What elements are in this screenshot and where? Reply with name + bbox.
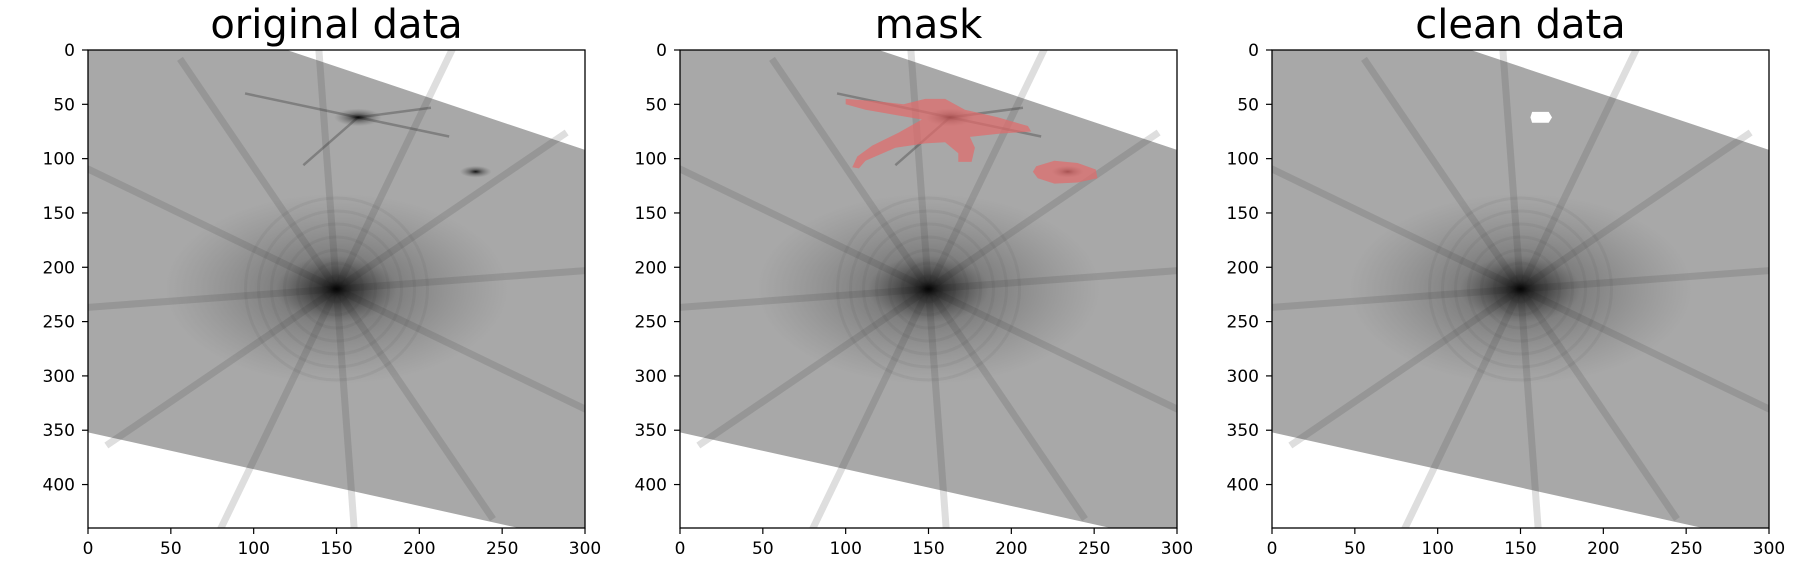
y-tick-label: 300 [1227,367,1259,387]
y-tick-label: 250 [43,313,75,333]
y-tick-label: 200 [635,258,667,278]
y-tick-label: 350 [1227,421,1259,441]
y-tick-label: 250 [635,313,667,333]
mask-region [845,98,1032,169]
x-tick-label: 0 [675,539,686,559]
y-tick-label: 100 [1227,150,1259,170]
x-tick-label: 250 [1078,539,1110,559]
secondary-star [459,165,492,178]
y-tick-label: 350 [635,421,667,441]
x-tick-label: 300 [569,539,601,559]
y-tick-label: 200 [1227,258,1259,278]
x-tick-label: 50 [160,539,182,559]
y-tick-label: 100 [43,150,75,170]
main-star [1348,193,1693,385]
y-tick-label: 150 [43,204,75,224]
y-tick-label: 0 [1248,41,1259,61]
image-area [1272,50,1769,528]
y-tick-label: 50 [645,95,667,115]
x-tick-label: 200 [995,539,1027,559]
y-tick-label: 0 [656,41,667,61]
x-tick-label: 150 [320,539,352,559]
x-tick-label: 200 [403,539,435,559]
x-tick-label: 300 [1161,539,1193,559]
y-tick-label: 300 [635,367,667,387]
y-tick-label: 400 [635,476,667,496]
x-tick-label: 0 [1267,539,1278,559]
x-tick-label: 300 [1753,539,1785,559]
y-tick-label: 150 [1227,204,1259,224]
image-area [88,50,585,528]
x-tick-label: 0 [83,539,94,559]
main-star [756,193,1101,385]
secondary-star [334,108,382,127]
x-tick-label: 50 [752,539,774,559]
y-tick-label: 150 [635,204,667,224]
x-tick-label: 150 [1504,539,1536,559]
panel-title: mask [875,2,983,48]
x-tick-label: 100 [1421,539,1453,559]
x-tick-label: 200 [1587,539,1619,559]
mask-region [1032,160,1098,184]
x-tick-label: 150 [912,539,944,559]
y-tick-label: 50 [1237,95,1259,115]
y-tick-label: 350 [43,421,75,441]
y-tick-label: 300 [43,367,75,387]
panel-1: mask 0 50 100 150 200 250 300 0 50 100 150 200 250 300… [635,2,1194,559]
y-tick-label: 100 [635,150,667,170]
panel-2: clean data 0 50 100 150 200 250 300 0 50 100 150 200… [1227,2,1786,559]
x-tick-label: 250 [486,539,518,559]
y-tick-label: 0 [64,41,75,61]
y-tick-label: 400 [1227,476,1259,496]
panel-title: original data [210,2,462,48]
masked-hole [1530,111,1552,123]
y-tick-label: 400 [43,476,75,496]
x-tick-label: 100 [829,539,861,559]
y-tick-label: 200 [43,258,75,278]
y-tick-label: 250 [1227,313,1259,333]
x-tick-label: 100 [237,539,269,559]
image-area [680,50,1177,528]
panels: original data 0 50 100 150 200 250 300 0 50 100 150… [43,2,1786,559]
panel-0: original data 0 50 100 150 200 250 300 0 50 100 150… [43,2,602,559]
x-tick-label: 50 [1344,539,1366,559]
main-star [164,193,509,385]
x-tick-label: 250 [1670,539,1702,559]
panel-title: clean data [1415,2,1625,48]
y-tick-label: 50 [53,95,75,115]
